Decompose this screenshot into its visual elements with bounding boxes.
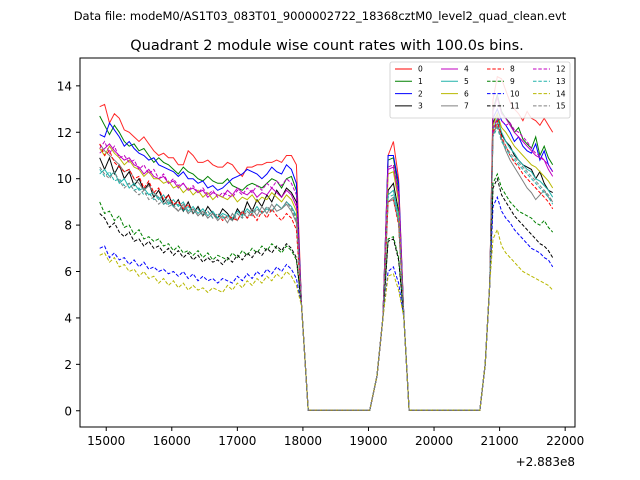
series-line-2 [99, 107, 554, 411]
series-line-11 [99, 177, 554, 411]
series-line-0 [99, 75, 554, 411]
y-tick-label: 4 [64, 311, 72, 325]
x-tick-label: 20000 [415, 434, 453, 448]
series-line-14 [99, 228, 554, 411]
figure-suptitle: Data file: modeM0/AS1T03_083T01_90000027… [74, 9, 567, 23]
x-tick-label: 19000 [349, 434, 387, 448]
series-line-1 [99, 93, 554, 411]
y-tick-label: 2 [64, 358, 72, 372]
y-tick-label: 14 [57, 79, 72, 93]
series-line-5 [99, 116, 554, 411]
series-line-9 [99, 172, 554, 411]
legend-label: 9 [510, 77, 515, 86]
series-line-13 [99, 126, 554, 411]
y-tick-label: 12 [57, 126, 72, 140]
legend-label: 1 [418, 77, 423, 86]
legend-label: 6 [464, 89, 469, 98]
x-offset-text: +2.883e8 [516, 455, 575, 469]
y-tick-label: 0 [64, 404, 72, 418]
legend-label: 11 [510, 102, 520, 111]
x-tick-label: 17000 [218, 434, 256, 448]
legend-label: 14 [556, 89, 566, 98]
series-layer [99, 75, 554, 411]
y-tick-label: 8 [64, 219, 72, 233]
x-tick-label: 16000 [153, 434, 191, 448]
series-line-4 [99, 95, 554, 411]
series-line-12 [99, 117, 554, 411]
legend-label: 0 [418, 65, 423, 74]
legend-label: 7 [464, 102, 469, 111]
x-tick-label: 21000 [481, 434, 519, 448]
legend-label: 5 [464, 77, 469, 86]
series-line-8 [99, 119, 554, 411]
series-line-6 [99, 112, 554, 411]
series-line-15 [99, 123, 554, 411]
x-tick-label: 18000 [284, 434, 322, 448]
legend-label: 12 [556, 65, 566, 74]
plot-frame [79, 57, 576, 428]
legend-label: 13 [556, 77, 566, 86]
series-line-10 [99, 195, 554, 411]
y-axis: 0 2 4 6 8 10 12 14 [57, 79, 80, 418]
legend-label: 3 [418, 102, 423, 111]
legend-label: 10 [510, 89, 520, 98]
legend-label: 4 [464, 65, 469, 74]
chart-title: Quadrant 2 module wise count rates with … [130, 38, 524, 54]
x-axis: 15000 16000 17000 18000 19000 20000 21000 22000 [87, 427, 584, 448]
y-tick-label: 6 [64, 265, 72, 279]
x-tick-label: 22000 [546, 434, 584, 448]
legend-box [389, 61, 571, 119]
legend-label: 2 [418, 89, 423, 98]
x-tick-label: 15000 [87, 434, 125, 448]
legend-label: 15 [556, 102, 566, 111]
y-tick-label: 10 [57, 172, 72, 186]
legend-label: 8 [510, 65, 515, 74]
